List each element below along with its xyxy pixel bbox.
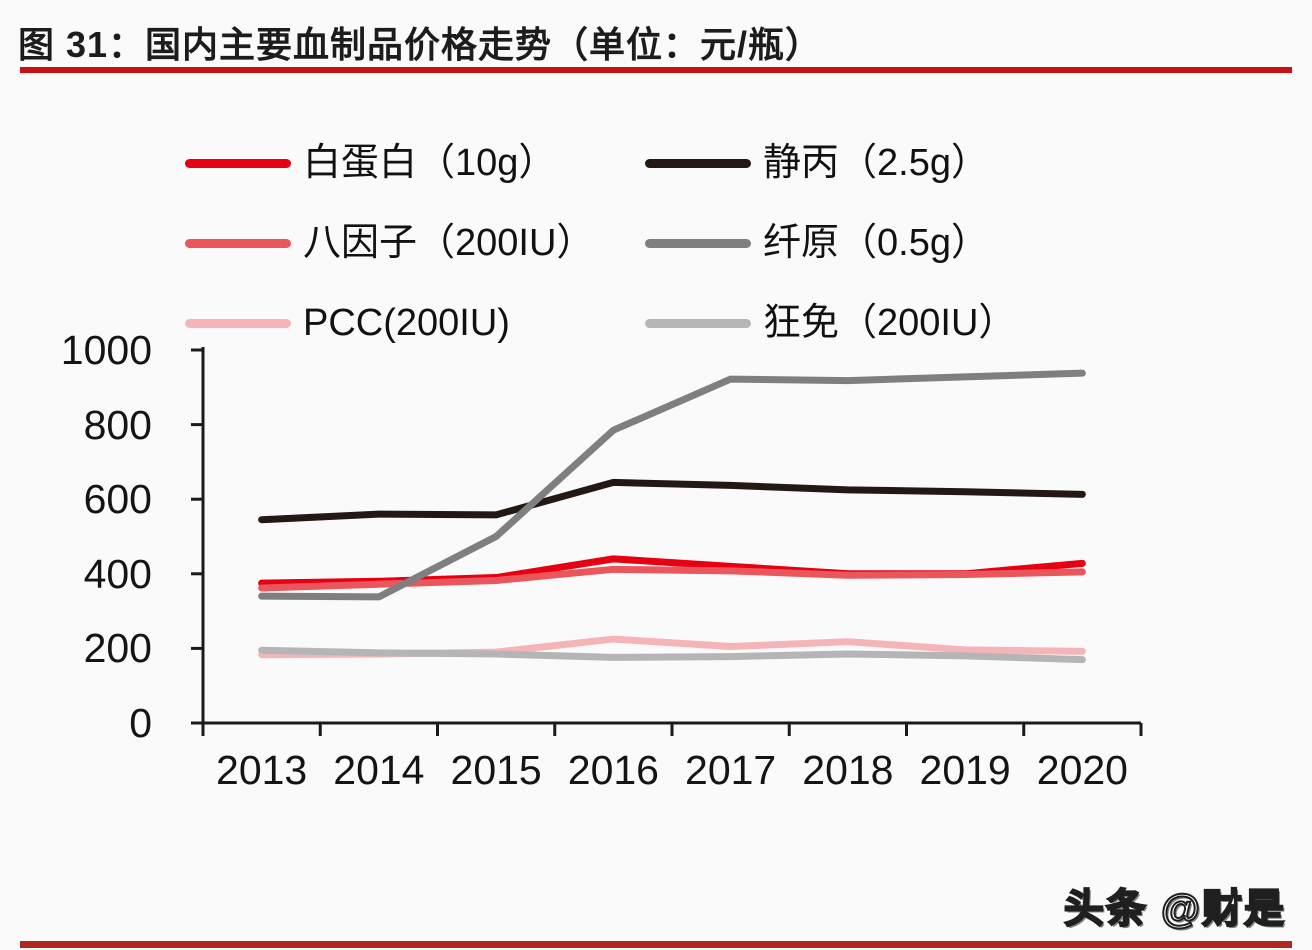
legend-item-pcc: PCC(200IU)	[185, 304, 645, 342]
legend-label-pcc: PCC(200IU)	[303, 302, 510, 344]
x-axis-label: 2016	[567, 747, 659, 793]
title-underline	[20, 67, 1292, 73]
x-axis-label: 2018	[802, 747, 894, 793]
legend-label-factor8: 八因子（200IU）	[303, 222, 595, 264]
legend-item-albumin: 白蛋白（10g）	[185, 144, 645, 182]
legend-swatch-albumin	[185, 158, 291, 168]
x-axis-label: 2014	[333, 747, 425, 793]
x-axis-label: 2017	[685, 747, 777, 793]
legend-swatch-fibrinogen	[645, 238, 751, 248]
legend-label-fibrinogen: 纤原（0.5g）	[763, 222, 989, 264]
y-axis-label: 400	[83, 550, 152, 597]
legend-label-rabies-ig: 狂免（200IU）	[763, 302, 1017, 344]
series-line	[258, 369, 1086, 601]
series-line	[258, 646, 1086, 664]
x-axis-label: 2020	[1036, 747, 1128, 793]
legend-label-albumin: 白蛋白（10g）	[303, 142, 557, 184]
legend-item-ivig: 静丙（2.5g）	[645, 144, 1065, 182]
figure-title: 图 31：国内主要血制品价格走势（单位：元/瓶）	[18, 24, 823, 65]
y-axis-label: 800	[83, 401, 152, 448]
legend-swatch-ivig	[645, 158, 751, 168]
y-axis-label: 1000	[60, 327, 152, 373]
series-line	[258, 478, 1086, 524]
watermark: 头条 @财是	[1063, 886, 1286, 932]
bottom-rule	[20, 941, 1292, 948]
y-axis-label: 200	[83, 625, 152, 672]
x-axis-label: 2015	[450, 747, 542, 793]
chart-legend: 白蛋白（10g） 静丙（2.5g） 八因子（200IU） 纤原（0.5g） PC…	[185, 123, 1065, 363]
y-axis-label: 0	[129, 700, 152, 746]
legend-item-factor8: 八因子（200IU）	[185, 224, 645, 262]
x-axis-label: 2019	[919, 747, 1011, 793]
y-axis-label: 600	[83, 476, 152, 523]
legend-label-ivig: 静丙（2.5g）	[763, 142, 989, 184]
legend-swatch-factor8	[185, 238, 291, 248]
legend-swatch-rabies-ig	[645, 318, 751, 328]
legend-item-rabies-ig: 狂免（200IU）	[645, 304, 1065, 342]
legend-item-fibrinogen: 纤原（0.5g）	[645, 224, 1065, 262]
x-axis-label: 2013	[216, 747, 308, 793]
legend-swatch-pcc	[185, 318, 291, 328]
